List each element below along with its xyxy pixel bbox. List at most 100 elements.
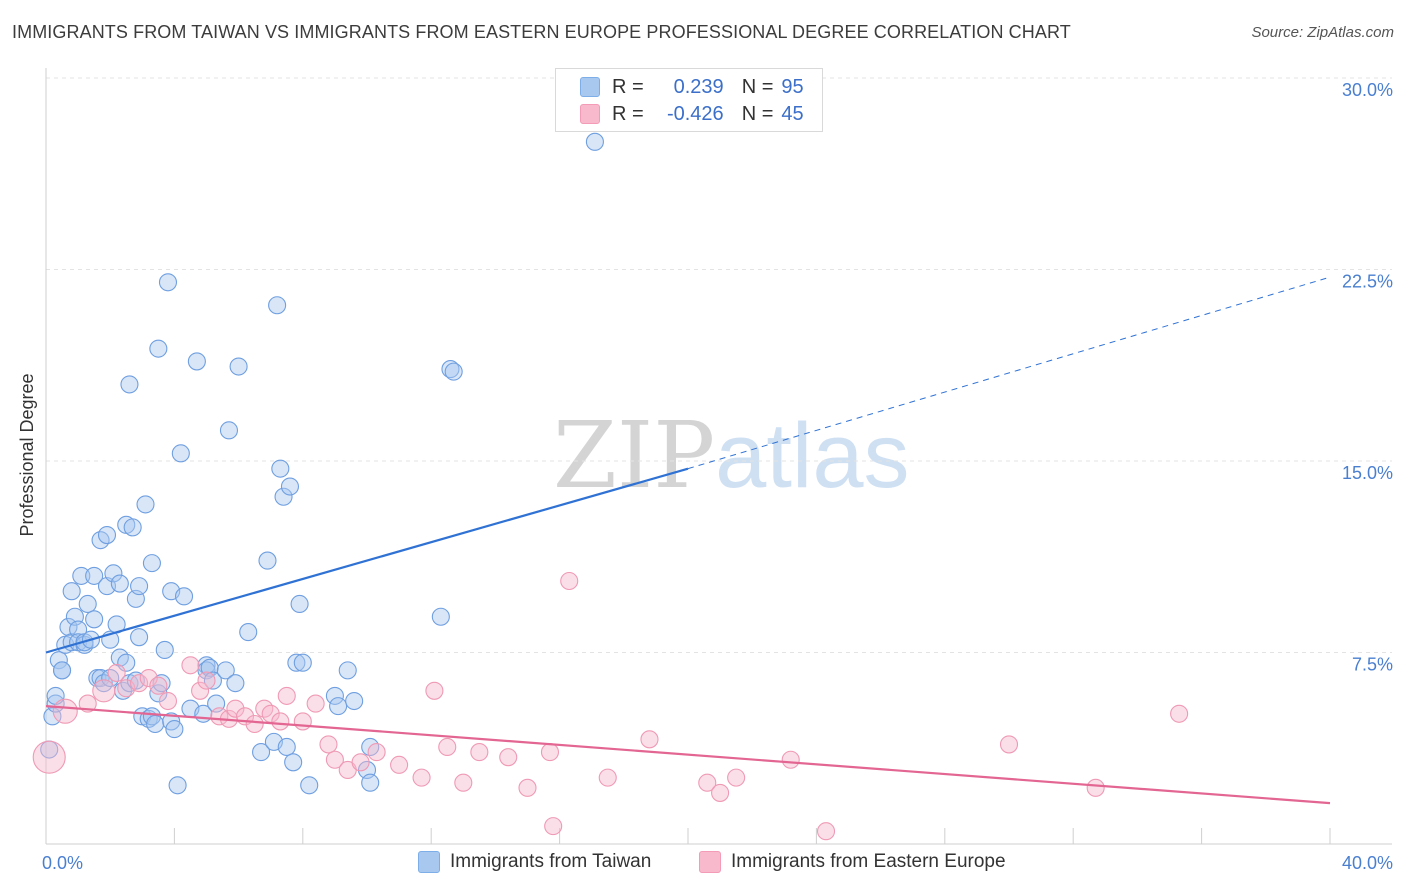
data-point-taiwan bbox=[158, 273, 178, 292]
data-point-eastern-europe bbox=[711, 783, 730, 802]
data-point-eastern-europe bbox=[306, 694, 325, 713]
trend-lines bbox=[45, 276, 1331, 805]
legend-r-value: 0.239 bbox=[673, 75, 724, 98]
data-point-eastern-europe bbox=[32, 740, 66, 774]
data-point-taiwan bbox=[203, 671, 222, 690]
data-point-eastern-europe bbox=[698, 773, 717, 792]
data-point-eastern-europe bbox=[130, 674, 149, 693]
data-point-taiwan bbox=[258, 551, 277, 570]
data-point-eastern-europe bbox=[999, 735, 1019, 754]
data-point-taiwan bbox=[216, 661, 235, 680]
data-point-taiwan bbox=[274, 487, 293, 506]
data-point-taiwan bbox=[252, 743, 271, 762]
data-point-eastern-europe bbox=[181, 656, 200, 675]
series-eastern-europe-points bbox=[32, 571, 1189, 841]
data-point-taiwan bbox=[431, 607, 450, 626]
data-point-eastern-europe bbox=[226, 699, 245, 718]
data-point-eastern-europe bbox=[351, 753, 370, 772]
data-point-taiwan bbox=[130, 577, 149, 596]
legend-swatch-taiwan bbox=[580, 77, 600, 97]
data-point-taiwan bbox=[146, 714, 165, 734]
data-point-taiwan bbox=[97, 525, 117, 545]
data-point-taiwan bbox=[85, 566, 104, 585]
data-point-taiwan bbox=[197, 656, 216, 675]
legend-row-eastern-europe: R = -0.426 N = 45 bbox=[580, 102, 804, 126]
data-point-eastern-europe bbox=[454, 773, 473, 792]
data-point-eastern-europe bbox=[158, 691, 178, 711]
data-point-taiwan bbox=[136, 495, 155, 514]
x-tick-label: 0.0% bbox=[42, 853, 83, 873]
data-point-taiwan bbox=[361, 773, 380, 792]
watermark-atlas: atlas bbox=[715, 405, 910, 507]
data-point-taiwan bbox=[197, 661, 216, 680]
data-point-taiwan bbox=[300, 776, 319, 795]
series-legend: Immigrants from Taiwan Immigrants from E… bbox=[0, 851, 1406, 879]
legend-r-label: R = bbox=[612, 75, 644, 98]
data-point-taiwan bbox=[52, 661, 72, 680]
data-point-eastern-europe bbox=[425, 681, 444, 700]
data-point-taiwan bbox=[280, 477, 300, 496]
data-point-taiwan bbox=[226, 674, 245, 693]
data-point-taiwan bbox=[49, 651, 68, 670]
series-legend-taiwan: Immigrants from Taiwan bbox=[418, 851, 651, 873]
watermark-zip: ZIP bbox=[553, 402, 716, 509]
data-point-taiwan bbox=[325, 686, 344, 705]
series-legend-label-eastern-europe: Immigrants from Eastern Europe bbox=[731, 851, 1006, 872]
data-point-taiwan bbox=[123, 518, 142, 537]
data-point-eastern-europe bbox=[52, 698, 78, 724]
data-point-eastern-europe bbox=[191, 681, 210, 700]
data-point-taiwan bbox=[149, 684, 168, 703]
trend-line-taiwan bbox=[45, 467, 689, 654]
data-point-eastern-europe bbox=[390, 755, 409, 774]
chart-title: IMMIGRANTS FROM TAIWAN VS IMMIGRANTS FRO… bbox=[12, 22, 1071, 42]
data-point-taiwan bbox=[284, 753, 303, 772]
axes bbox=[45, 68, 1392, 845]
data-point-eastern-europe bbox=[245, 714, 264, 734]
data-point-eastern-europe bbox=[197, 671, 216, 690]
data-point-eastern-europe bbox=[139, 668, 158, 688]
y-tick-label: 30.0% bbox=[1342, 80, 1393, 100]
data-point-taiwan bbox=[85, 610, 104, 629]
data-point-taiwan bbox=[219, 421, 239, 440]
data-point-eastern-europe bbox=[727, 768, 746, 787]
data-point-taiwan bbox=[290, 594, 309, 614]
y-tick-label: 7.5% bbox=[1352, 655, 1393, 675]
tick-labels: 7.5% 15.0% 22.5% 30.0% 0.0% 40.0% Professional… bbox=[17, 80, 1393, 873]
data-point-taiwan bbox=[287, 653, 306, 672]
series-legend-swatch-taiwan bbox=[418, 851, 440, 873]
data-point-eastern-europe bbox=[78, 694, 97, 713]
y-tick-label: 15.0% bbox=[1342, 463, 1393, 483]
data-point-eastern-europe bbox=[325, 750, 344, 769]
chart-source: Source: ZipAtlas.com bbox=[1251, 24, 1394, 41]
data-point-eastern-europe bbox=[499, 748, 518, 767]
trend-line-taiwan-extension bbox=[687, 276, 1331, 470]
data-point-taiwan bbox=[171, 444, 190, 463]
data-point-eastern-europe bbox=[816, 822, 836, 841]
data-point-taiwan bbox=[268, 296, 287, 315]
data-point-taiwan bbox=[110, 574, 129, 593]
trend-line-eastern-europe bbox=[45, 705, 1331, 805]
data-point-taiwan bbox=[165, 720, 184, 739]
data-point-eastern-europe bbox=[277, 686, 296, 705]
data-point-taiwan bbox=[62, 582, 81, 601]
data-point-taiwan bbox=[444, 362, 463, 381]
data-point-eastern-europe bbox=[271, 712, 290, 731]
data-point-eastern-europe bbox=[560, 571, 579, 591]
correlation-legend: R = 0.239 N = 95 R = -0.426 N = 45 bbox=[555, 68, 823, 132]
legend-r-label: R = bbox=[612, 102, 644, 125]
legend-n-label: N = bbox=[741, 75, 774, 98]
data-point-taiwan bbox=[104, 564, 123, 583]
data-point-eastern-europe bbox=[598, 768, 617, 787]
data-point-taiwan bbox=[187, 352, 206, 371]
watermark: ZIPatlas bbox=[553, 402, 910, 509]
data-point-eastern-europe bbox=[92, 679, 116, 703]
legend-swatch-eastern-europe bbox=[580, 104, 600, 124]
data-point-taiwan bbox=[142, 554, 161, 573]
data-point-taiwan bbox=[441, 360, 460, 379]
data-point-taiwan bbox=[345, 691, 364, 711]
data-point-taiwan bbox=[174, 587, 194, 606]
data-point-taiwan bbox=[239, 623, 258, 642]
data-point-taiwan bbox=[329, 697, 348, 716]
data-point-eastern-europe bbox=[438, 737, 457, 757]
